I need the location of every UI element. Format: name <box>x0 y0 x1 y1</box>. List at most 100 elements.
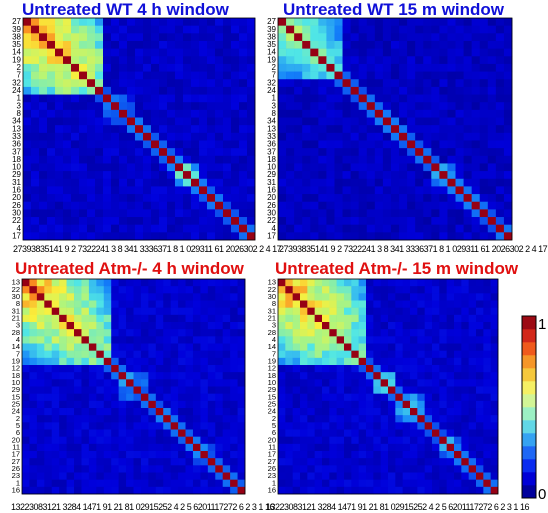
heatmap-cell <box>178 422 186 430</box>
heatmap-cell <box>278 365 286 373</box>
heatmap-cell <box>447 148 456 157</box>
heatmap-cell <box>388 336 396 344</box>
heatmap-cell <box>490 386 499 394</box>
heatmap-cell <box>44 479 53 488</box>
heatmap-cell <box>358 422 367 430</box>
heatmap-cell <box>135 186 144 195</box>
heatmap-cell <box>183 63 192 72</box>
heatmap-cell <box>135 224 144 233</box>
heatmap-cell <box>207 63 216 72</box>
heatmap-cell <box>322 386 330 394</box>
heatmap-cell <box>47 171 56 180</box>
heatmap-cell <box>148 307 157 316</box>
heatmap-cell <box>88 365 97 373</box>
heatmap-cell <box>140 322 149 330</box>
heatmap-cell <box>476 400 484 409</box>
heatmap-cell <box>476 393 484 402</box>
heatmap-cell <box>71 25 80 34</box>
heatmap-cell <box>222 357 231 366</box>
heatmap-cell <box>74 329 82 337</box>
heatmap-cell <box>374 194 384 203</box>
heatmap-cell <box>183 155 192 164</box>
y-tick-label: 13 <box>12 278 20 287</box>
heatmap-cell <box>439 279 447 287</box>
heatmap-cell <box>463 94 472 103</box>
heatmap-cell <box>322 350 330 359</box>
heatmap-cell <box>358 322 367 330</box>
heatmap-cell <box>374 18 384 26</box>
heatmap-cell <box>407 224 416 233</box>
heatmap-cell <box>374 148 384 157</box>
heatmap-cell <box>151 186 160 195</box>
heatmap-cell <box>300 436 308 445</box>
heatmap-cell <box>366 372 374 380</box>
heatmap-cell <box>79 132 88 141</box>
heatmap-cell <box>55 33 64 42</box>
heatmap-cell <box>314 465 323 473</box>
heatmap-cell <box>490 357 499 366</box>
heatmap-cell <box>351 314 359 323</box>
heatmap-cell <box>159 125 168 134</box>
heatmap-cell <box>307 322 315 330</box>
heatmap-cell <box>410 379 418 387</box>
heatmap-cell <box>170 436 179 445</box>
heatmap-cell <box>366 322 374 330</box>
heatmap-cell <box>183 56 192 65</box>
heatmap-cell <box>178 465 186 473</box>
heatmap-cell <box>185 400 194 409</box>
heatmap-cell <box>336 479 345 488</box>
heatmap-cell <box>454 486 462 495</box>
heatmap-cell <box>215 94 224 103</box>
heatmap-cell <box>461 379 469 387</box>
heatmap-cell <box>118 486 127 495</box>
heatmap-cell <box>380 465 389 473</box>
heatmap-cell <box>390 217 400 225</box>
y-tick-label: 35 <box>12 40 21 49</box>
heatmap-cell <box>59 329 67 337</box>
heatmap-cell <box>334 25 343 34</box>
heatmap-cell <box>66 393 75 402</box>
heatmap-cell <box>358 429 367 437</box>
heatmap-cell <box>143 224 152 233</box>
heatmap-cell <box>81 443 90 452</box>
heatmap-cell <box>322 451 330 459</box>
heatmap-cell <box>151 132 160 141</box>
heatmap-cell <box>175 117 184 126</box>
heatmap-cell <box>495 33 505 42</box>
heatmap-cell <box>118 286 127 294</box>
heatmap-cell <box>140 429 149 437</box>
heatmap-cell <box>155 307 164 316</box>
heatmap-cell <box>79 148 88 157</box>
heatmap-cell <box>127 217 136 225</box>
heatmap-cell <box>223 232 232 241</box>
heatmap-cell <box>143 155 152 164</box>
heatmap-cell <box>135 178 144 187</box>
y-tick-label: 33 <box>12 132 21 141</box>
heatmap-cell <box>402 386 411 394</box>
heatmap-cell <box>231 209 240 218</box>
heatmap-cell <box>476 293 484 301</box>
heatmap-cell <box>479 18 489 26</box>
heatmap-cell <box>487 25 497 34</box>
heatmap-cell <box>351 465 359 473</box>
heatmap-cell <box>447 178 456 187</box>
heatmap-cell <box>155 300 164 308</box>
heatmap-cell <box>431 33 440 42</box>
heatmap-cell <box>39 48 48 57</box>
heatmap-cell <box>410 336 418 344</box>
heatmap-cell <box>318 186 327 195</box>
heatmap-cell <box>31 40 40 49</box>
heatmap-cell <box>479 56 489 65</box>
heatmap-cell <box>192 286 201 294</box>
heatmap-cell <box>395 314 403 323</box>
y-tick-label: 8 <box>272 109 277 118</box>
heatmap-cell <box>294 109 303 118</box>
heatmap-cell <box>237 286 246 294</box>
heatmap-cell <box>215 372 223 380</box>
heatmap-cell <box>111 25 120 34</box>
heatmap-cell <box>286 217 295 225</box>
heatmap-cell <box>29 393 38 402</box>
y-tick-label: 27 <box>268 457 276 466</box>
heatmap-cell <box>36 336 45 344</box>
heatmap-cell <box>247 94 256 103</box>
